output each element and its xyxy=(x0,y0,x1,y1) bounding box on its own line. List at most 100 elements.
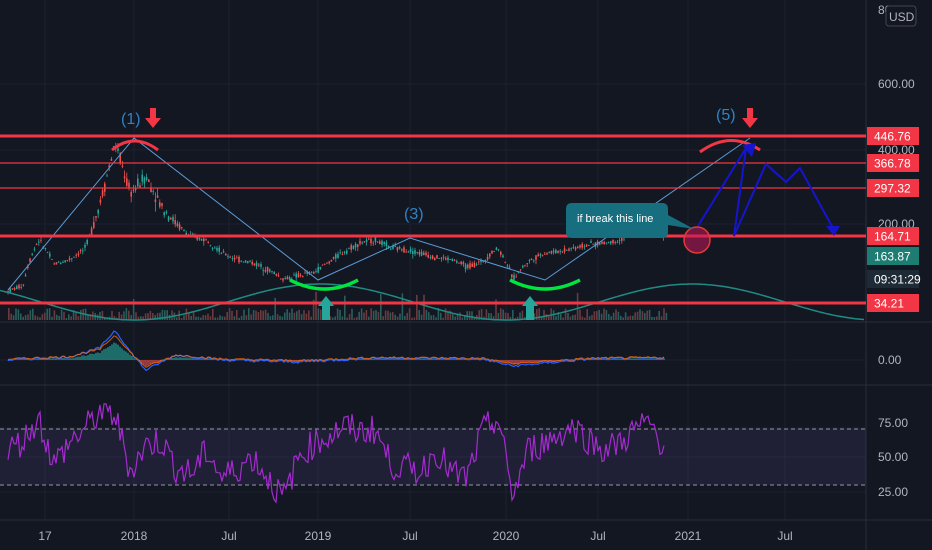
volume-bar xyxy=(72,310,75,320)
candle-body xyxy=(579,245,581,248)
candle-body xyxy=(240,260,242,262)
volume-bar xyxy=(60,309,63,320)
candle-body xyxy=(401,249,403,251)
candle-body xyxy=(310,271,313,273)
volume-bar xyxy=(574,314,576,320)
volume-bar xyxy=(188,313,190,320)
volume-bar xyxy=(279,315,281,320)
rsi-band xyxy=(0,429,866,485)
volume-bar xyxy=(627,316,629,320)
candle-body xyxy=(207,241,209,243)
candle-body xyxy=(473,262,476,268)
candle-body xyxy=(588,245,590,246)
candle-body xyxy=(66,260,69,261)
candle-body xyxy=(313,271,315,274)
candle-body xyxy=(566,249,568,251)
candle-body xyxy=(53,263,55,265)
time-tick-label: Jul xyxy=(402,529,417,543)
volume-bar xyxy=(99,311,101,320)
volume-bar xyxy=(514,317,516,320)
wave-label-3: (3) xyxy=(404,206,424,223)
time-tick-label: Jul xyxy=(777,529,792,543)
volume-bar xyxy=(226,311,228,320)
candle-body xyxy=(539,254,542,256)
volume-bar xyxy=(288,312,291,320)
volume-bar xyxy=(543,309,545,320)
volume-bar xyxy=(231,310,233,320)
candle-body xyxy=(445,258,447,260)
candle-body xyxy=(403,247,405,253)
volume-bar xyxy=(101,311,104,320)
candle-body xyxy=(614,242,616,244)
rsi-tick-label: 50.00 xyxy=(878,450,908,464)
candle-body xyxy=(108,165,110,168)
candle-body xyxy=(172,216,174,222)
candle-body xyxy=(227,256,229,258)
candle-body xyxy=(552,250,555,253)
volume-bar xyxy=(572,315,574,320)
volume-bar xyxy=(617,311,620,320)
candle-body xyxy=(319,266,322,270)
candle-body xyxy=(143,177,146,184)
volume-bar xyxy=(394,314,396,320)
candle-body xyxy=(62,262,64,263)
volume-bar xyxy=(353,317,356,320)
candle-body xyxy=(533,260,535,262)
candle-body xyxy=(603,241,605,245)
candle-body xyxy=(526,263,528,265)
down-arrow xyxy=(742,118,758,128)
volume-bar xyxy=(442,317,444,320)
volume-bar xyxy=(272,315,274,320)
currency-button[interactable]: USD xyxy=(885,5,917,27)
volume-bar xyxy=(27,314,29,320)
candle-body xyxy=(513,275,515,280)
volume-bar xyxy=(183,315,185,320)
volume-bar xyxy=(224,316,226,320)
volume-bar xyxy=(509,316,512,320)
candle-body xyxy=(436,255,438,259)
volume-bar xyxy=(329,316,332,320)
currency-label: USD xyxy=(889,10,915,24)
candle-body xyxy=(387,245,390,248)
volume-bar xyxy=(22,316,24,320)
candle-body xyxy=(471,263,473,267)
time-tick-label: 17 xyxy=(38,529,52,543)
volume-bar xyxy=(641,311,644,320)
volume-bar xyxy=(500,308,502,320)
candle-body xyxy=(544,253,546,255)
cycle-line xyxy=(0,283,865,321)
candle-body xyxy=(546,253,548,255)
volume-bar xyxy=(651,316,653,320)
volume-bar xyxy=(341,316,344,320)
candle-body xyxy=(484,259,487,262)
level-tag-text: 34.21 xyxy=(874,297,904,311)
volume-bar xyxy=(274,297,276,320)
candle-body xyxy=(77,253,80,256)
time-axis: 17 2018 Jul 2019 Jul 2020 Jul 2021 Jul xyxy=(38,529,792,543)
volume-bar xyxy=(411,317,413,320)
candle-body xyxy=(508,267,511,269)
volume-bar xyxy=(238,317,240,320)
volume-bar xyxy=(336,308,339,320)
volume-bar xyxy=(346,317,348,320)
candle-body xyxy=(489,253,491,257)
volume-bar xyxy=(490,313,492,320)
volume-bar xyxy=(63,311,65,320)
candle-body xyxy=(214,247,216,249)
volume-bar xyxy=(176,317,178,320)
volume-bar xyxy=(560,313,562,320)
candle-body xyxy=(145,177,148,181)
volume-bar xyxy=(581,316,584,320)
candle-body xyxy=(57,261,60,263)
volume-bar xyxy=(653,317,656,320)
volume-bar xyxy=(113,315,116,320)
candle-body xyxy=(134,188,137,191)
candle-body xyxy=(423,252,425,255)
level-tag xyxy=(867,127,919,145)
volume-bar xyxy=(65,317,68,320)
time-tick-label: 2021 xyxy=(675,529,702,543)
volume-bar xyxy=(521,310,524,320)
volume-bar xyxy=(120,314,123,320)
volume-bar xyxy=(610,316,612,320)
